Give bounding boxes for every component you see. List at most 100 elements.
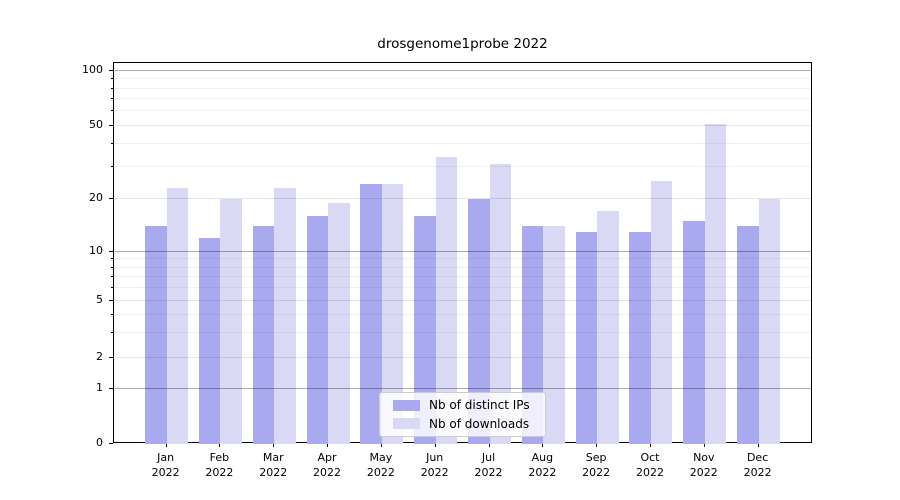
x-axis-tick-label: Jul 2022 <box>457 450 521 480</box>
bar-distinct-ips <box>252 226 275 444</box>
y-axis-tick-mark <box>109 251 113 252</box>
bar-distinct-ips <box>737 226 759 444</box>
y-axis-minor-tick-mark <box>111 258 113 259</box>
x-axis-tick-label: Nov 2022 <box>672 450 736 480</box>
y-axis-minor-tick-mark <box>111 314 113 315</box>
y-axis-tick-label: 100 <box>82 63 103 76</box>
month-label: Jun <box>426 451 444 464</box>
y-axis-tick-label: 50 <box>89 117 103 131</box>
bar-distinct-ips <box>198 238 221 444</box>
x-axis-tick-mark <box>435 443 436 447</box>
year-label: 2022 <box>313 466 342 479</box>
month-label: Jan <box>157 451 175 464</box>
y-axis-tick-mark <box>109 70 113 71</box>
x-axis-tick-mark <box>758 443 759 447</box>
bar-distinct-ips <box>306 216 329 444</box>
x-axis-tick-mark <box>596 443 597 447</box>
chart-title: drosgenome1probe 2022 <box>377 36 548 52</box>
y-axis-tick-label: 2 <box>96 349 103 363</box>
bar-distinct-ips <box>360 184 382 444</box>
y-axis-tick-mark <box>109 443 113 444</box>
y-axis-tick-mark <box>109 198 113 199</box>
year-label: 2022 <box>366 466 395 479</box>
y-axis-minor-tick-mark <box>111 88 113 89</box>
x-axis-tick-label: Dec 2022 <box>726 450 790 480</box>
bar-downloads <box>543 226 565 444</box>
bar-downloads <box>704 124 727 444</box>
y-axis-tick-label: 0 <box>96 436 103 449</box>
year-label: 2022 <box>528 466 557 479</box>
y-axis-tick-label: 20 <box>89 191 103 205</box>
month-label: Feb <box>209 451 230 464</box>
month-label: Aug <box>531 451 554 464</box>
month-label: Jul <box>481 451 496 464</box>
x-axis-tick-mark <box>704 443 705 447</box>
year-label: 2022 <box>474 466 503 479</box>
year-label: 2022 <box>582 466 611 479</box>
month-label: Dec <box>746 451 769 464</box>
legend-item-downloads: Nb of downloads <box>393 416 537 432</box>
bar-distinct-ips <box>468 199 490 444</box>
x-axis-tick-label: Oct 2022 <box>618 450 682 480</box>
bar-distinct-ips <box>521 226 544 444</box>
year-label: 2022 <box>205 466 234 479</box>
bar-downloads <box>166 187 189 444</box>
x-axis-tick-mark <box>381 443 382 447</box>
bar-downloads <box>381 184 404 444</box>
x-axis-tick-label: Mar 2022 <box>241 450 305 480</box>
bar-downloads <box>597 211 619 444</box>
bar-downloads <box>489 164 512 444</box>
year-label: 2022 <box>743 466 772 479</box>
year-label: 2022 <box>259 466 288 479</box>
y-axis-tick-mark <box>109 357 113 358</box>
x-axis-tick-label: Jun 2022 <box>403 450 467 480</box>
y-axis-tick-mark <box>109 125 113 126</box>
bar-downloads <box>328 202 350 444</box>
legend-label-downloads: Nb of downloads <box>429 416 530 431</box>
x-axis-tick-label: Apr 2022 <box>295 450 359 480</box>
y-axis-tick-label: 5 <box>96 292 103 306</box>
x-axis-tick-label: Aug 2022 <box>510 450 574 480</box>
y-axis-minor-tick-mark <box>111 287 113 288</box>
x-axis-tick-label: May 2022 <box>349 450 413 480</box>
bar-downloads <box>650 181 673 444</box>
bar-downloads <box>435 156 458 444</box>
y-axis-minor-tick-mark <box>111 166 113 167</box>
bar-distinct-ips <box>575 231 598 444</box>
bar-distinct-ips <box>683 220 705 444</box>
month-label: Apr <box>317 451 337 464</box>
x-axis-tick-mark <box>166 443 167 447</box>
y-axis-minor-tick-mark <box>111 110 113 111</box>
year-label: 2022 <box>151 466 180 479</box>
x-axis-tick-mark <box>650 443 651 447</box>
x-axis-tick-label: Jan 2022 <box>134 450 198 480</box>
y-axis-tick-label: 10 <box>89 243 103 257</box>
y-axis-minor-tick-mark <box>111 78 113 79</box>
legend: Nb of distinct IPs Nb of downloads <box>379 392 546 437</box>
legend-label-distinct-ips: Nb of distinct IPs <box>429 398 530 413</box>
x-axis-tick-mark <box>327 443 328 447</box>
bar-distinct-ips <box>629 231 651 444</box>
x-axis-tick-label: Sep 2022 <box>564 450 628 480</box>
y-axis-tick-label: 1 <box>96 381 103 395</box>
y-axis-minor-tick-mark <box>111 143 113 144</box>
bar-distinct-ips <box>414 216 436 444</box>
x-axis-tick-mark <box>542 443 543 447</box>
y-axis-minor-tick-mark <box>111 98 113 99</box>
y-axis-tick-mark <box>109 300 113 301</box>
y-axis-tick-mark <box>109 388 113 389</box>
bar-downloads <box>220 199 242 444</box>
month-label: Mar <box>262 451 284 464</box>
y-axis-minor-tick-mark <box>111 267 113 268</box>
bar-distinct-ips <box>145 226 167 444</box>
month-label: Nov <box>693 451 715 464</box>
month-label: Sep <box>585 451 607 464</box>
legend-swatch-distinct-ips <box>393 399 420 411</box>
year-label: 2022 <box>420 466 449 479</box>
legend-swatch-downloads <box>393 418 420 430</box>
month-label: Oct <box>640 451 660 464</box>
x-axis-tick-mark <box>273 443 274 447</box>
legend-item-distinct-ips: Nb of distinct IPs <box>393 397 537 413</box>
bar-downloads <box>758 199 781 444</box>
